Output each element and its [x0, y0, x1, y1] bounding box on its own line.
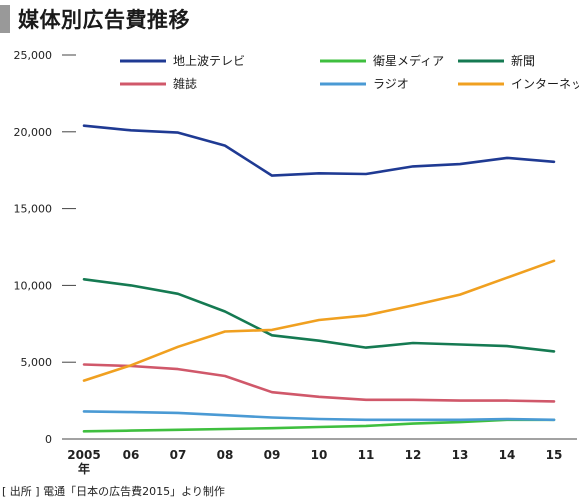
legend-label: 地上波テレビ	[173, 54, 245, 68]
title-accent-mark	[0, 5, 10, 33]
y-tick-label: 0	[45, 433, 52, 446]
x-tick-label: 11	[358, 448, 375, 462]
y-tick-label: 5,000	[21, 356, 53, 369]
x-tick-label: 12	[405, 448, 422, 462]
x-tick-label: 10	[311, 448, 328, 462]
chart-title: 媒体別広告費推移	[18, 8, 190, 32]
x-tick-label: 08	[217, 448, 234, 462]
legend-label: 新聞	[511, 53, 535, 68]
series-line	[82, 418, 556, 433]
x-axis-unit-label: 年	[78, 461, 90, 476]
series-lines	[82, 124, 556, 433]
legend-label: インターネット	[511, 77, 579, 91]
x-tick-label: 2005	[67, 448, 100, 462]
chart-axes: 0 5,000 10,000 15,000 20,000 25,000 2005 06 07 08…	[14, 49, 577, 476]
legend-label: 雑誌	[173, 76, 197, 91]
y-tick-label: 25,000	[14, 49, 53, 62]
x-tick-label: 09	[264, 448, 281, 462]
y-tick-label: 10,000	[14, 279, 53, 292]
series-line	[82, 259, 556, 382]
x-tick-label: 13	[452, 448, 469, 462]
series-line	[82, 277, 556, 353]
x-tick-label: 07	[170, 448, 187, 462]
series-line	[82, 410, 556, 422]
x-tick-label: 06	[123, 448, 140, 462]
chart-title-bar: 媒体別広告費推移	[0, 4, 190, 34]
y-tick-label: 20,000	[14, 126, 53, 139]
source-note: [ 出所 ] 電通「日本の広告費2015」より制作	[2, 485, 225, 498]
legend-label: 衛星メディア	[373, 53, 444, 68]
series-line	[82, 124, 556, 177]
x-tick-label: 15	[546, 448, 563, 462]
legend-label: ラジオ	[373, 77, 409, 91]
y-tick-label: 15,000	[14, 203, 53, 216]
series-line	[82, 363, 556, 403]
x-tick-label: 14	[499, 448, 516, 462]
